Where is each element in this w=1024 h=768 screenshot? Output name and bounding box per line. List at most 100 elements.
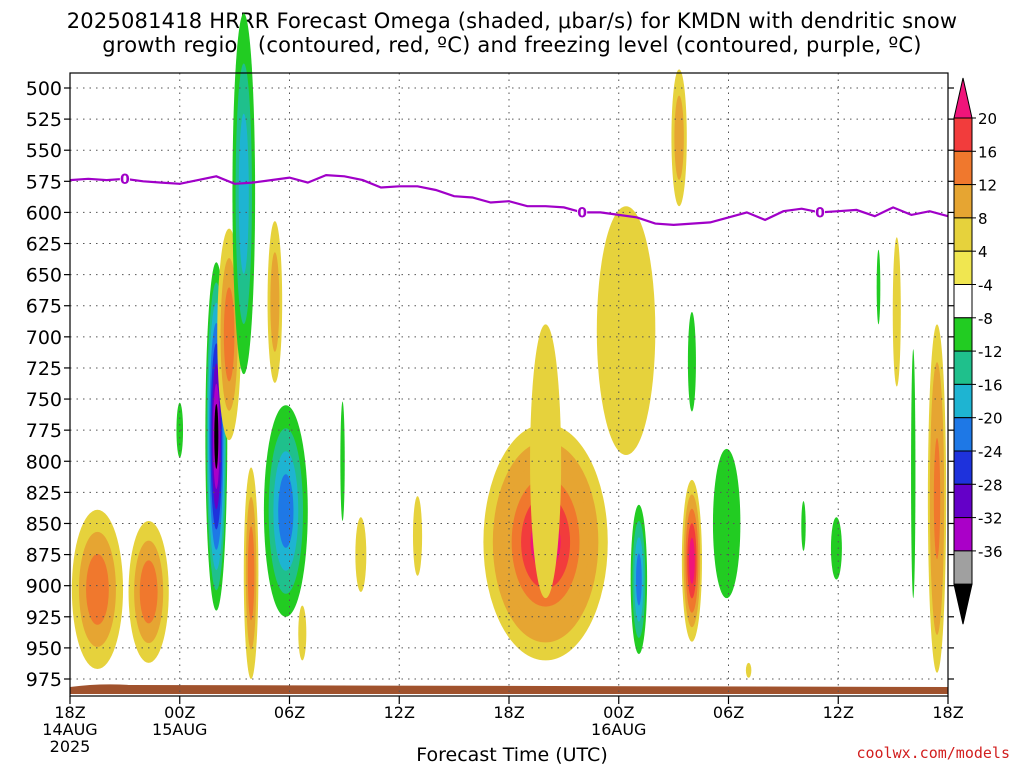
y-tick-label-875: 875 [26, 545, 62, 567]
omega-feature-11 [355, 517, 367, 592]
x-tick-label-6-1: 15AUG [152, 720, 207, 739]
y-tick-label-925: 925 [26, 607, 62, 629]
chart-title-line-1: 2025081418 HRRR Forecast Omega (shaded, … [66, 9, 958, 33]
terrain-fill [70, 684, 948, 694]
omega-level-11-0 [355, 517, 367, 592]
y-tick-label-625: 625 [26, 234, 62, 256]
colorbar-top-arrow [953, 77, 973, 119]
x-tick-label-30-1: 16AUG [591, 720, 646, 739]
y-tick-label-800: 800 [26, 451, 62, 473]
freezing-level-contour: 0 0 0 [69, 170, 949, 227]
omega-feature-21 [745, 662, 752, 678]
omega-level-25-0 [892, 237, 901, 387]
omega-level-1-2 [139, 560, 158, 624]
omega-level-12-0 [412, 496, 423, 576]
omega-feature-4 [217, 228, 242, 441]
omega-shading [71, 13, 947, 679]
colorbar-segment-12 [953, 483, 973, 519]
colorbar: 20 16 12 8 4 -4 -8 -12 -16 -20 -24 -28 -32 -36 [953, 77, 1003, 625]
x-tick-label-42-0: 12Z [823, 703, 854, 722]
colorbar-segment-8 [953, 350, 973, 385]
y-tick-label-700: 700 [26, 327, 62, 349]
omega-level-24-0 [876, 249, 881, 325]
contour-label-bg-1 [577, 204, 588, 220]
omega-level-21-0 [745, 662, 752, 678]
omega-feature-7 [267, 221, 283, 383]
y-tick-label-900: 900 [26, 576, 62, 598]
omega-level-0-2 [86, 554, 109, 625]
omega-level-22-0 [801, 501, 806, 551]
colorbar-segment-1 [953, 117, 973, 152]
omega-feature-18 [687, 311, 696, 412]
omega-level-27-3 [933, 438, 941, 560]
x-tick-label-0-0: 18Z [54, 703, 85, 722]
colorbar-segment-9 [953, 383, 973, 419]
y-tick-label-975: 975 [26, 669, 62, 691]
site-credit: coolwx.com/models [856, 744, 1010, 762]
colorbar-label-12: -32 [978, 510, 1003, 528]
colorbar-segment-3 [953, 184, 973, 219]
omega-level-7-1 [270, 252, 280, 352]
colorbar-label-11: -28 [978, 476, 1003, 494]
terrain-strip [70, 684, 948, 694]
omega-feature-9 [298, 605, 307, 661]
freezing-level-label-0: 0 [120, 172, 130, 188]
omega-feature-22 [801, 501, 806, 551]
omega-feature-24 [876, 249, 881, 325]
omega-level-4-2 [223, 287, 235, 382]
x-tick-label-0-1: 14AUG [42, 720, 97, 739]
x-tick-label-12-0: 06Z [274, 703, 305, 722]
contour-label-bg-0 [119, 170, 130, 186]
freezing-level-label-2: 0 [815, 205, 825, 221]
omega-level-23-0 [830, 517, 842, 580]
y-axis: 500 525 550 575 600 625 650 675 700 725 750 775 800 8… [26, 78, 954, 691]
x-tick-label-18-0: 12Z [384, 703, 415, 722]
omega-level-15-0 [596, 206, 656, 456]
omega-feature-16 [630, 504, 648, 655]
x-tick-label-48-0: 18Z [932, 703, 963, 722]
omega-level-8-3 [278, 474, 294, 548]
colorbar-label-6: -8 [978, 310, 993, 328]
colorbar-bottom-arrow [953, 583, 973, 625]
y-tick-label-775: 775 [26, 420, 62, 442]
omega-feature-10 [340, 401, 345, 521]
omega-feature-15 [596, 206, 656, 456]
colorbar-label-4: 4 [978, 243, 988, 261]
y-tick-label-575: 575 [26, 171, 62, 193]
omega-feature-2 [176, 402, 184, 458]
x-axis-label: Forecast Time (UTC) [416, 744, 608, 766]
colorbar-label-5: -4 [978, 277, 993, 295]
colorbar-segment-10 [953, 417, 973, 452]
colorbar-segment-2 [953, 150, 973, 186]
omega-level-16-3 [636, 553, 642, 606]
x-tick-label-36-0: 06Z [713, 703, 744, 722]
omega-feature-25 [892, 237, 901, 387]
colorbar-segment-7 [953, 317, 973, 352]
omega-level-17-1 [674, 95, 684, 180]
omega-feature-12 [412, 496, 423, 576]
colorbar-label-0: 20 [978, 110, 997, 128]
omega-level-6-2 [247, 526, 255, 621]
omega-level-18-0 [687, 311, 696, 412]
colorbar-label-1: 16 [978, 143, 997, 161]
y-tick-label-650: 650 [26, 265, 62, 287]
y-tick-label-825: 825 [26, 482, 62, 504]
omega-level-2-0 [176, 402, 184, 458]
colorbar-segment-4 [953, 217, 973, 252]
y-tick-label-675: 675 [26, 296, 62, 318]
colorbar-label-8: -16 [978, 376, 1003, 394]
omega-feature-19 [681, 479, 702, 642]
freezing-level-label-1: 0 [577, 205, 587, 221]
omega-feature-26 [911, 349, 916, 599]
x-tick-label-0-2: 2025 [50, 737, 91, 756]
colorbar-segment-6 [953, 284, 973, 319]
colorbar-label-13: -36 [978, 543, 1003, 561]
omega-level-26-0 [911, 349, 916, 599]
colorbar-segment-13 [953, 517, 973, 552]
colorbar-segment-5 [953, 250, 973, 285]
omega-feature-8 [263, 405, 308, 617]
x-tick-label-30-0: 00Z [603, 703, 634, 722]
y-tick-label-725: 725 [26, 358, 62, 380]
